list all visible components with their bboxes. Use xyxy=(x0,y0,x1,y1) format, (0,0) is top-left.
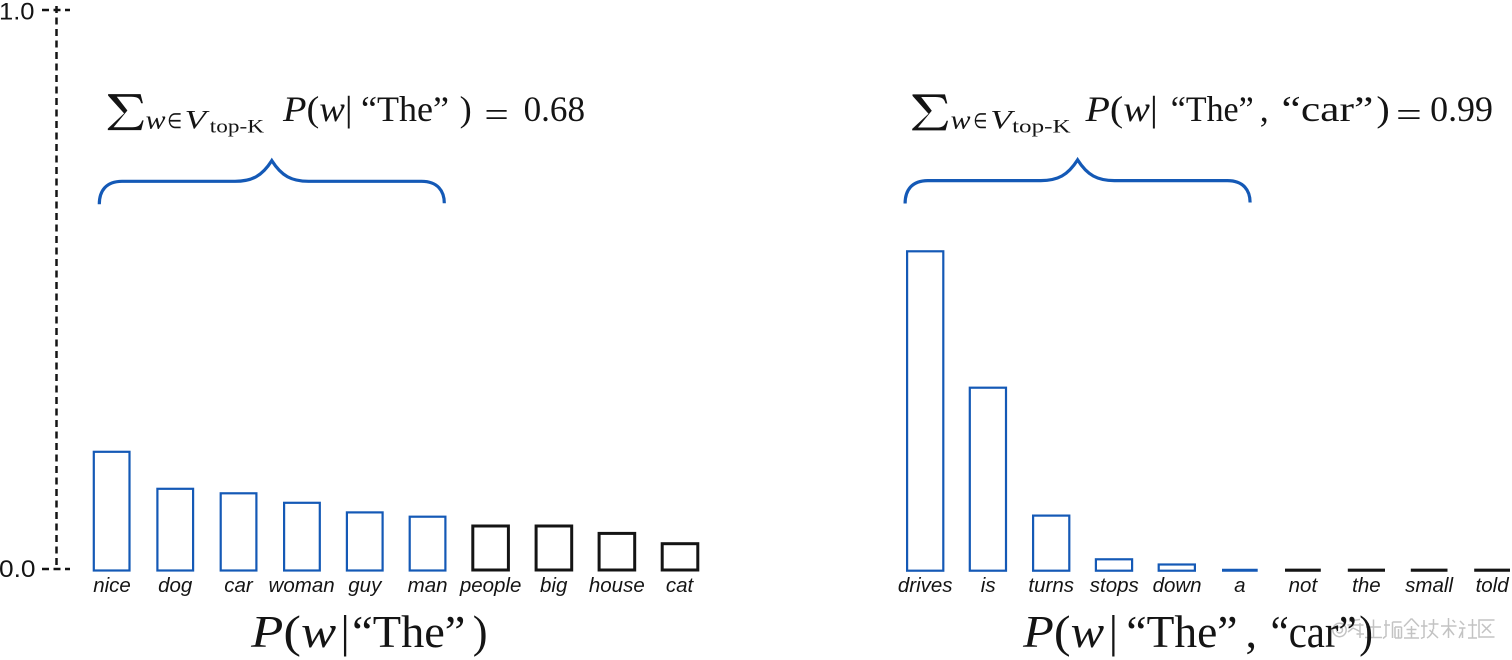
svg-text:down: down xyxy=(1153,574,1202,597)
svg-text:“The”: “The” xyxy=(352,606,465,657)
svg-text:,: , xyxy=(1260,89,1269,129)
svg-text:V: V xyxy=(990,106,1016,135)
svg-text:told: told xyxy=(1476,574,1510,597)
svg-text:cat: cat xyxy=(666,574,695,597)
svg-text:“car”: “car” xyxy=(1282,89,1374,129)
svg-text:∈: ∈ xyxy=(973,109,987,133)
svg-text:V: V xyxy=(185,106,211,135)
svg-text:“The”: “The” xyxy=(361,89,449,129)
svg-text:w: w xyxy=(146,106,167,135)
svg-text:,: , xyxy=(1246,606,1258,657)
svg-text:0.0: 0.0 xyxy=(0,556,36,583)
svg-text:small: small xyxy=(1405,574,1454,597)
svg-text:): ) xyxy=(460,89,472,129)
svg-text:P(w: P(w xyxy=(1022,606,1104,657)
svg-text:w: w xyxy=(951,106,972,135)
svg-text:“The”: “The” xyxy=(1171,89,1254,129)
svg-text:house: house xyxy=(589,574,645,597)
svg-text:∈: ∈ xyxy=(167,109,182,133)
svg-text:): ) xyxy=(473,606,488,657)
svg-text:big: big xyxy=(540,574,568,597)
svg-text:|: | xyxy=(1109,606,1118,657)
svg-text:nice: nice xyxy=(93,574,131,597)
svg-text:man: man xyxy=(408,574,448,597)
svg-text:not: not xyxy=(1289,574,1319,597)
svg-text:|: | xyxy=(341,606,350,657)
svg-text:car: car xyxy=(224,574,254,597)
svg-text:1.0: 1.0 xyxy=(0,0,35,26)
svg-text:P(w|: P(w| xyxy=(1084,89,1158,129)
svg-text:woman: woman xyxy=(269,574,335,597)
svg-text:0.99: 0.99 xyxy=(1430,89,1493,129)
svg-text:P(w: P(w xyxy=(250,606,337,657)
svg-text:people: people xyxy=(459,574,522,597)
svg-text:“The”: “The” xyxy=(1126,606,1237,657)
svg-text:guy: guy xyxy=(348,574,383,597)
svg-text:=: = xyxy=(1396,94,1422,134)
svg-text:dog: dog xyxy=(158,574,193,597)
svg-text:stops: stops xyxy=(1090,574,1139,597)
svg-text:top-K: top-K xyxy=(1012,117,1071,138)
svg-text:“car”: “car” xyxy=(1271,606,1357,657)
svg-text:drives: drives xyxy=(898,574,953,597)
svg-text:P(w|: P(w| xyxy=(282,89,353,129)
svg-text:): ) xyxy=(1359,606,1373,657)
svg-text:): ) xyxy=(1376,89,1389,129)
svg-text:=: = xyxy=(484,94,508,134)
svg-text:is: is xyxy=(981,574,996,597)
svg-text:0.68: 0.68 xyxy=(524,89,585,129)
svg-text:a: a xyxy=(1234,574,1245,597)
svg-text:the: the xyxy=(1352,574,1381,597)
svg-text:turns: turns xyxy=(1028,574,1074,597)
svg-text:top-K: top-K xyxy=(210,117,265,138)
